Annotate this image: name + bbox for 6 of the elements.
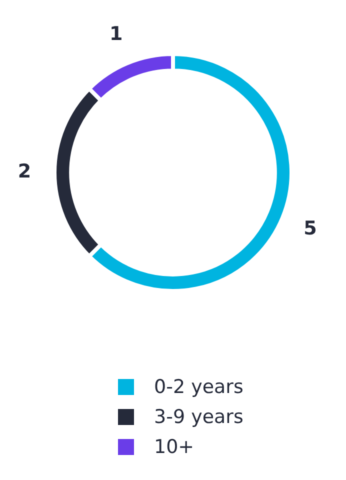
legend-label: 10+ <box>154 436 194 458</box>
legend-label: 3-9 years <box>154 406 244 428</box>
data-label: 5 <box>304 217 317 240</box>
data-label: 2 <box>18 160 32 182</box>
legend-label: 0-2 years <box>154 376 244 398</box>
data-label: 1 <box>110 23 123 46</box>
